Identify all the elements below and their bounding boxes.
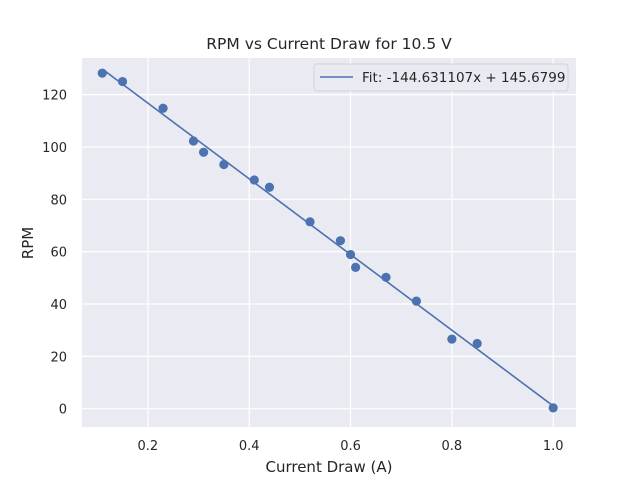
- data-point: [472, 338, 482, 349]
- grid: [82, 58, 576, 427]
- x-tick-label: 1.0: [543, 439, 564, 454]
- x-axis-ticks: 0.2 0.4 0.6 0.8 1.0: [138, 439, 564, 454]
- y-tick-label: 20: [50, 350, 67, 365]
- data-point: [411, 296, 421, 306]
- data-point: [351, 262, 361, 272]
- fit-line: [101, 68, 554, 407]
- data-point: [199, 147, 209, 157]
- y-tick-label: 100: [42, 141, 67, 156]
- data-point: [305, 217, 315, 227]
- data-point: [345, 249, 356, 260]
- x-tick-label: 0.2: [138, 439, 159, 454]
- legend: Fit: -144.631107x + 145.6799: [313, 63, 569, 92]
- data-point: [249, 175, 259, 185]
- data-point: [264, 182, 275, 192]
- data-point: [335, 236, 345, 246]
- y-tick-label: 120: [42, 89, 67, 104]
- y-tick-label: 0: [59, 403, 67, 418]
- x-tick-label: 0.6: [340, 439, 361, 454]
- plot-background: [82, 58, 576, 427]
- legend-box: [313, 63, 569, 92]
- data-point: [548, 403, 558, 413]
- x-tick-label: 0.8: [442, 439, 463, 454]
- data-point: [97, 68, 107, 78]
- y-tick-label: 60: [50, 246, 67, 261]
- y-tick-label: 80: [50, 193, 67, 208]
- chart-title: RPM vs Current Draw for 10.5 V: [206, 35, 452, 53]
- data-point: [117, 76, 128, 87]
- y-tick-label: 40: [50, 298, 67, 313]
- data-point: [381, 272, 391, 282]
- data-point: [158, 103, 168, 113]
- y-axis-ticks: 0 20 40 60 80 100 120: [42, 89, 67, 418]
- data-point: [188, 136, 199, 146]
- data-point: [219, 159, 229, 170]
- fit-line-layer: [101, 68, 554, 407]
- data-points: [97, 68, 558, 413]
- data-point: [447, 334, 457, 344]
- x-tick-label: 0.4: [239, 439, 260, 454]
- x-axis-label: Current Draw (A): [265, 458, 392, 476]
- y-axis-label: RPM: [19, 227, 37, 259]
- legend-label: Fit: -144.631107x + 145.6799: [362, 70, 565, 86]
